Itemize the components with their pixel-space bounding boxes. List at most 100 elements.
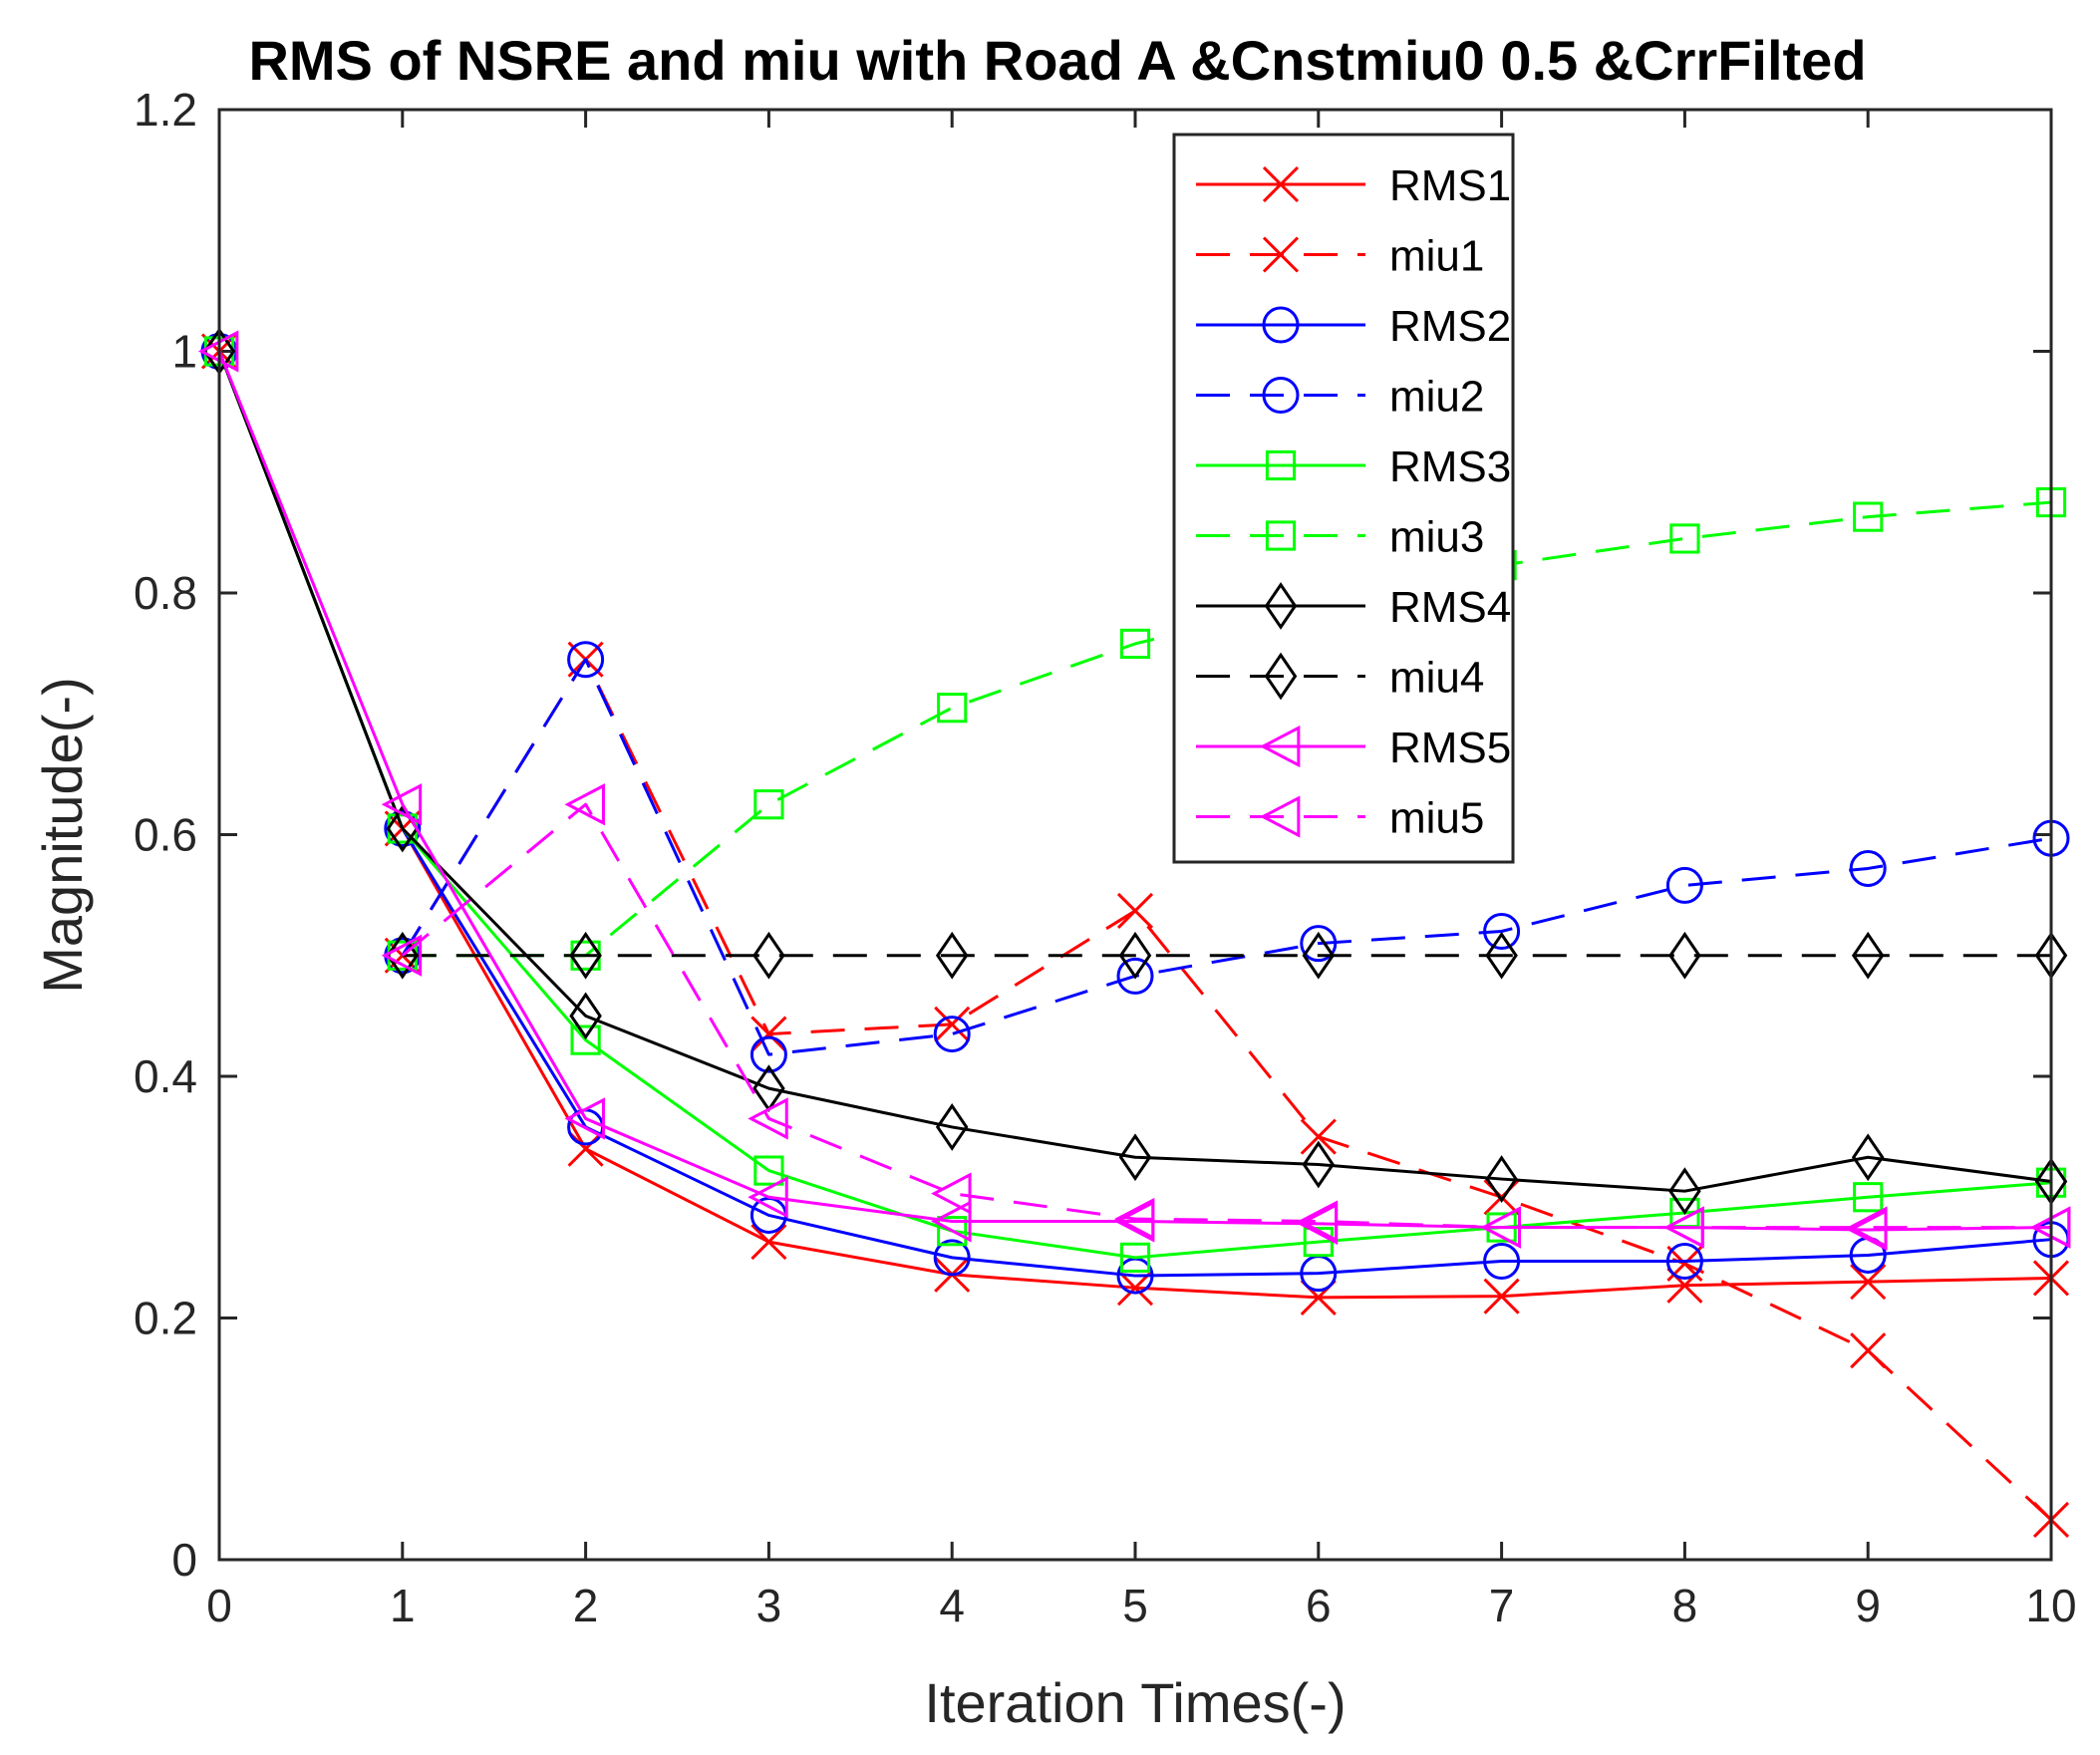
diamond-marker — [1485, 931, 1518, 980]
square-marker — [937, 1216, 968, 1247]
circle-marker — [384, 809, 422, 847]
y-tick-label: 0.6 — [134, 809, 197, 861]
triangle-left-marker — [1259, 795, 1301, 838]
diamond-marker — [1668, 1167, 1701, 1216]
triangle-left-marker — [381, 783, 423, 826]
x-marker — [1483, 1278, 1520, 1315]
series-line — [401, 658, 2053, 1522]
legend-item: RMS5 — [1196, 724, 1511, 772]
square-marker — [1265, 520, 1297, 551]
legend-item: RMS1 — [1196, 161, 1511, 210]
x-tick-label: 5 — [1122, 1580, 1148, 1631]
circle-marker — [1665, 1243, 1703, 1281]
x-marker — [1116, 892, 1154, 929]
x-tick-label: 4 — [939, 1580, 965, 1631]
legend-item: miu3 — [1196, 513, 1484, 562]
axes: 0 1 2 3 4 5 6 7 8 9 10 0 0.2 0.4 0.6 0.8 1 1.2 — [134, 84, 2077, 1631]
y-tick-label: 0 — [171, 1534, 197, 1586]
y-tick-label: 0.2 — [134, 1293, 197, 1344]
square-marker — [1303, 1227, 1334, 1258]
diamond-marker — [935, 1103, 969, 1151]
y-tick-label: 0.8 — [134, 567, 197, 619]
triangle-left-marker — [564, 783, 605, 826]
series-line — [217, 350, 2052, 1193]
legend-label: miu3 — [1389, 513, 1484, 562]
triangle-left-marker — [1297, 1200, 1339, 1243]
plot-area — [219, 110, 2051, 1560]
legend-item: RMS2 — [1196, 302, 1511, 351]
circle-marker — [1262, 377, 1300, 414]
triangle-left-marker — [931, 1200, 972, 1243]
legend: RMS1 miu1 RMS2 miu2 RMS3 miu3 RMS4 miu4 RMS5 miu5 — [1172, 133, 1515, 864]
square-marker — [753, 1155, 784, 1186]
legend-item: miu5 — [1196, 794, 1484, 843]
triangle-left-marker — [564, 1097, 605, 1140]
triangle-left-marker — [381, 934, 423, 977]
x-marker — [1850, 1264, 1887, 1301]
x-tick-label: 1 — [390, 1580, 416, 1631]
series-miu2 — [384, 641, 2070, 1073]
triangle-left-marker — [748, 1176, 788, 1219]
diamond-marker — [752, 931, 785, 980]
legend-label: miu4 — [1389, 654, 1484, 703]
square-marker — [1119, 628, 1151, 660]
triangle-left-marker — [1663, 1206, 1704, 1249]
diamond-marker — [1851, 1133, 1885, 1182]
circle-marker — [1665, 866, 1703, 904]
x-tick-label: 3 — [756, 1580, 782, 1631]
y-axis-label: Magnitude(-) — [31, 677, 94, 993]
diamond-marker — [935, 931, 969, 980]
x-marker — [567, 1130, 604, 1167]
x-marker — [934, 1006, 971, 1042]
x-tick-label: 9 — [1855, 1580, 1881, 1631]
plot-frame — [217, 108, 2053, 1562]
legend-item: miu1 — [1196, 232, 1484, 281]
x-tick-label: 7 — [1489, 1580, 1515, 1631]
triangle-left-marker — [1259, 725, 1301, 768]
circle-marker — [933, 1239, 971, 1277]
square-marker — [1119, 1242, 1151, 1273]
diamond-marker — [1302, 931, 1336, 980]
x-tick-label: 6 — [1306, 1580, 1332, 1631]
legend-label: RMS5 — [1389, 724, 1511, 772]
legend-label: RMS4 — [1389, 583, 1511, 632]
y-tick-label: 1.2 — [134, 84, 197, 136]
diamond-marker — [1118, 1133, 1152, 1182]
circle-marker — [1300, 925, 1338, 963]
circle-marker — [1483, 1243, 1521, 1281]
diamond-marker — [1485, 1155, 1518, 1203]
x-marker — [1300, 1118, 1337, 1155]
legend-label: RMS1 — [1389, 161, 1511, 210]
x-marker — [750, 1224, 787, 1261]
series-line — [217, 350, 2052, 1260]
triangle-left-marker — [748, 1097, 788, 1140]
series-line — [401, 658, 2052, 1056]
triangle-left-marker — [1480, 1206, 1521, 1249]
x-tick-label: 10 — [2025, 1580, 2076, 1631]
x-axis-label: Iteration Times(-) — [924, 1671, 1346, 1734]
y-tick-label: 0.4 — [134, 1050, 197, 1102]
diamond-marker — [1851, 931, 1885, 980]
triangle-left-marker — [1847, 1206, 1888, 1249]
diamond-marker — [1302, 1140, 1336, 1189]
square-marker — [1265, 449, 1297, 481]
legend-label: miu5 — [1389, 794, 1484, 843]
x-marker — [750, 1016, 787, 1052]
circle-marker — [1116, 957, 1154, 995]
diamond-marker — [1264, 582, 1298, 630]
square-marker — [753, 789, 784, 820]
square-marker — [1853, 501, 1884, 532]
legend-label: miu2 — [1389, 373, 1484, 422]
triangle-left-marker — [931, 1172, 972, 1215]
diamond-marker — [569, 931, 602, 980]
x-tick-label: 0 — [206, 1580, 232, 1631]
series-miu4 — [386, 931, 2068, 980]
legend-item: RMS4 — [1196, 582, 1511, 632]
series-line — [401, 802, 2051, 1230]
legend-label: miu1 — [1389, 232, 1484, 281]
chart-title: RMS of NSRE and miu with Road A &Cnstmiu… — [248, 29, 1866, 92]
x-tick-label: 8 — [1672, 1580, 1698, 1631]
legend-item: miu4 — [1196, 652, 1484, 703]
legend-label: RMS2 — [1389, 302, 1511, 351]
